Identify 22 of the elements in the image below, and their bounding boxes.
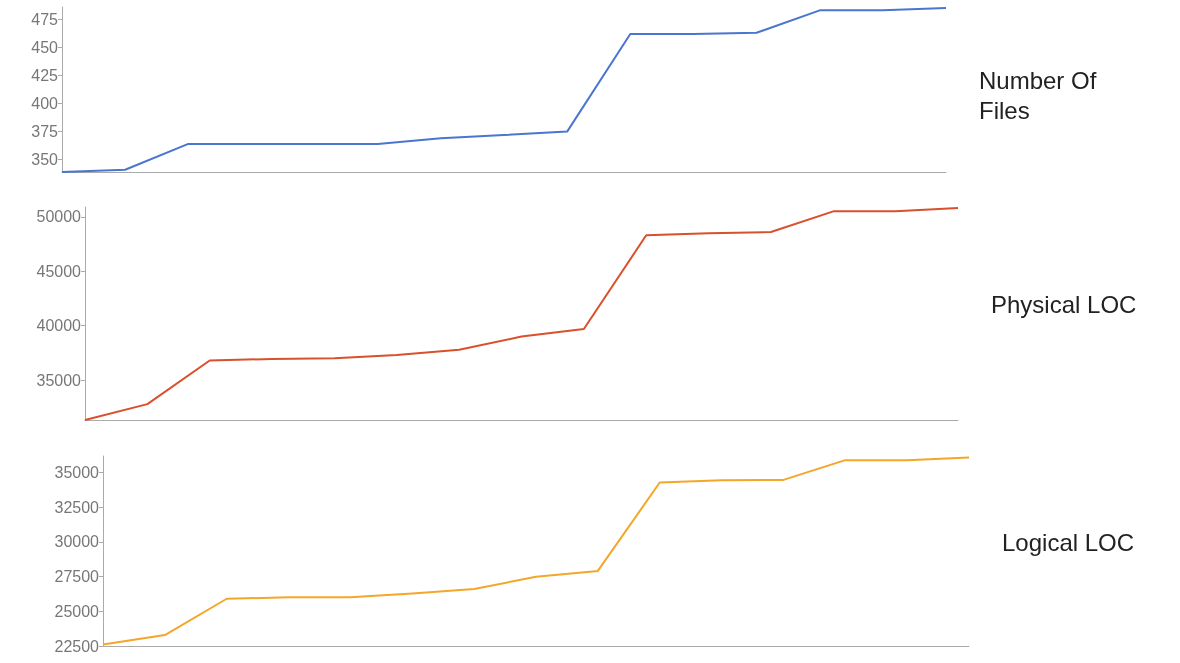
line-series xyxy=(61,7,947,173)
y-tick-label: 350 xyxy=(31,151,59,169)
line-series xyxy=(84,207,959,421)
y-tick-label: 475 xyxy=(31,10,59,28)
y-tick-label: 27500 xyxy=(54,568,100,585)
y-tick-label: 22500 xyxy=(54,637,100,655)
y-tick-label: 25000 xyxy=(54,602,100,620)
y-tick-label: 50000 xyxy=(36,208,82,226)
y-tick-label: 45000 xyxy=(36,262,82,280)
text: Number Of Files xyxy=(979,67,1097,124)
y-tick-label: 35000 xyxy=(36,371,82,389)
y-tick-label: 32500 xyxy=(54,498,100,516)
y-tick-label: 450 xyxy=(31,38,59,56)
y-tick-label: 40000 xyxy=(36,317,82,335)
y-tick-label: 30000 xyxy=(54,533,100,551)
y-tick-label: 400 xyxy=(31,95,59,113)
line-series xyxy=(102,456,970,646)
y-tick-label: 425 xyxy=(31,66,59,84)
y-tick-label: 375 xyxy=(31,123,59,141)
text: Physical LOC xyxy=(991,291,1137,318)
text: Logical LOC xyxy=(1002,528,1135,556)
y-tick-label: 35000 xyxy=(54,463,100,481)
